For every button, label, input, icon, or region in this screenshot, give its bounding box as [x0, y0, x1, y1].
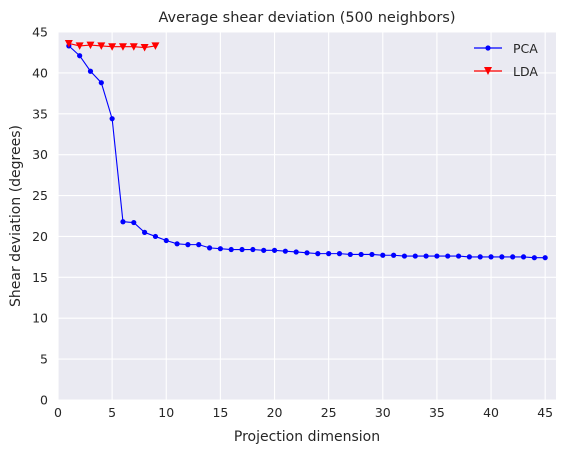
legend: PCA LDA — [474, 41, 538, 79]
pca-point — [98, 80, 104, 86]
y-tick-label: 10 — [32, 311, 48, 326]
lda-point — [75, 42, 84, 50]
y-tick-label: 0 — [40, 393, 48, 408]
pca-point — [87, 68, 94, 74]
pca-point — [531, 255, 537, 261]
pca-point — [196, 242, 202, 248]
pca-point — [510, 254, 516, 260]
pca-point — [142, 229, 148, 235]
lda-point — [108, 43, 117, 51]
pca-point — [228, 246, 234, 253]
lda-point — [118, 43, 127, 51]
y-tick-label: 25 — [32, 188, 48, 203]
pca-point — [488, 254, 494, 260]
pca-point — [261, 247, 267, 253]
pca-point — [131, 219, 137, 226]
grid — [57, 31, 556, 401]
y-tick-label: 35 — [32, 106, 48, 121]
pca-point — [120, 219, 126, 225]
pca-point — [391, 252, 397, 258]
legend-lda-marker — [484, 67, 492, 75]
pca-point — [401, 253, 408, 259]
pca-point — [455, 253, 462, 259]
x-tick-label: 35 — [429, 405, 445, 420]
pca-point — [412, 253, 418, 259]
pca-point — [185, 242, 191, 248]
pca-point — [217, 246, 223, 252]
x-tick-label: 30 — [375, 405, 391, 420]
x-tick-label: 15 — [212, 405, 228, 420]
x-tick-label: 20 — [267, 405, 283, 420]
x-tick-label: 45 — [537, 405, 553, 420]
pca-point — [315, 251, 321, 257]
y-tick-label: 40 — [32, 65, 48, 80]
lda-point — [86, 41, 95, 50]
pca-point — [466, 254, 472, 260]
pca-point — [282, 248, 288, 254]
lda-point — [97, 42, 106, 50]
pca-point — [163, 237, 169, 244]
x-tick-label: 25 — [321, 405, 337, 420]
pca-point — [239, 246, 245, 253]
legend-pca-label: PCA — [513, 41, 538, 56]
y-axis-label: Shear deviation (degrees) — [8, 125, 24, 307]
legend-pca-marker — [485, 45, 491, 51]
pca-point — [77, 53, 83, 59]
pca-point — [477, 254, 483, 260]
pca-point — [542, 255, 548, 261]
pca-point — [326, 251, 332, 257]
pca-point — [293, 249, 299, 255]
chart-title: Average shear deviation (500 neighbors) — [158, 10, 455, 26]
lda-point — [140, 44, 149, 52]
pca-point — [380, 252, 386, 258]
legend-lda-label: LDA — [513, 64, 538, 79]
pca-point — [250, 246, 256, 253]
pca-point — [174, 241, 180, 247]
pca-point — [445, 253, 451, 259]
y-tick-label: 15 — [32, 270, 48, 285]
pca-point — [304, 250, 310, 256]
x-axis-label: Projection dimension — [234, 429, 380, 445]
pca-point — [358, 251, 364, 258]
x-tick-label: 5 — [108, 405, 116, 420]
ticks: 0 5 10 15 20 25 30 35 40 45 0 5 10 15 20 25 30 35 40 45 — [32, 25, 553, 421]
y-tick-label: 5 — [40, 352, 48, 367]
pca-point — [336, 251, 343, 257]
pca-point — [520, 254, 527, 260]
lda-point — [129, 43, 138, 51]
pca-point — [271, 247, 278, 253]
lda-point — [151, 42, 160, 50]
pca-point — [206, 245, 213, 251]
series-layer — [64, 39, 548, 261]
y-tick-label: 45 — [32, 25, 48, 40]
y-tick-label: 20 — [32, 229, 48, 244]
plot-area — [58, 32, 556, 400]
x-tick-label: 40 — [483, 405, 499, 420]
pca-point — [347, 251, 353, 258]
pca-point — [423, 253, 429, 259]
pca-point — [109, 116, 115, 122]
pca-point — [369, 251, 375, 258]
pca-point — [152, 233, 159, 240]
x-tick-label: 10 — [158, 405, 174, 420]
lda-point — [64, 39, 73, 48]
pca-point — [499, 254, 505, 260]
x-tick-label: 0 — [54, 405, 62, 420]
pca-point — [434, 253, 440, 259]
y-tick-label: 30 — [32, 147, 48, 162]
